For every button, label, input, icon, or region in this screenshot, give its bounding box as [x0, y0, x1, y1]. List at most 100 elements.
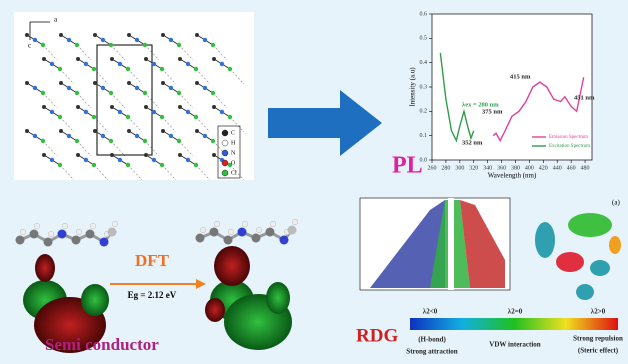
- atom: [210, 138, 216, 144]
- dft-title: DFT: [135, 251, 170, 270]
- atom: [75, 228, 82, 235]
- atom: [134, 133, 140, 139]
- atom: [59, 129, 63, 133]
- h-bond: [42, 140, 58, 157]
- atom: [265, 227, 275, 237]
- atom: [219, 109, 225, 115]
- atom: [42, 153, 46, 157]
- h-bond: [195, 68, 211, 85]
- x-tick-label: 380: [511, 165, 520, 171]
- atom: [29, 229, 39, 239]
- atom: [89, 222, 96, 229]
- atom: [195, 33, 199, 37]
- x-tick-label: 280: [441, 165, 450, 171]
- atom: [251, 233, 261, 243]
- legend-label: O: [231, 160, 236, 166]
- atom: [178, 105, 182, 109]
- dft-label: Semi conductor: [45, 335, 159, 354]
- atom: [71, 235, 81, 245]
- atom: [15, 235, 25, 245]
- atom: [176, 138, 182, 144]
- atom: [142, 42, 148, 48]
- rdg-gap: [448, 198, 454, 290]
- atom: [66, 37, 72, 43]
- y-tick-label: 0.6: [420, 11, 428, 17]
- annotation: 375 nm: [482, 108, 503, 115]
- h-bond: [212, 44, 228, 61]
- atom: [117, 157, 123, 163]
- atom: [193, 162, 199, 168]
- y-tick-label: 0.1: [420, 133, 428, 139]
- atom: [142, 90, 148, 96]
- atom: [42, 105, 46, 109]
- h-bond: [110, 92, 126, 109]
- rdg-title: RDG: [356, 325, 398, 346]
- atom: [49, 109, 55, 115]
- atom: [85, 229, 95, 239]
- atom: [168, 85, 174, 91]
- atom: [40, 138, 46, 144]
- atom: [210, 90, 216, 96]
- axis-c-label: c: [28, 42, 31, 50]
- pl-title: PL: [392, 153, 423, 179]
- atom: [100, 37, 106, 43]
- atom: [25, 33, 29, 37]
- atom: [49, 157, 55, 163]
- atom: [100, 133, 106, 139]
- h-bond: [76, 92, 92, 109]
- h-bond: [127, 116, 143, 133]
- atom: [185, 157, 191, 163]
- atom: [185, 61, 191, 67]
- atom: [227, 66, 233, 72]
- atom: [256, 226, 263, 233]
- atom: [74, 90, 80, 96]
- atom: [161, 33, 165, 37]
- atom: [142, 138, 148, 144]
- atom: [134, 85, 140, 91]
- nci-surface: [609, 236, 621, 254]
- h-bond: [127, 164, 143, 181]
- h-bond: [42, 44, 58, 61]
- annotation: 415 nm: [510, 73, 531, 80]
- x-tick-label: 260: [428, 165, 437, 171]
- scale-label: λ2=0: [508, 308, 523, 316]
- panel-label: (a): [612, 199, 620, 207]
- atom: [193, 114, 199, 120]
- h-bond: [93, 116, 109, 133]
- atom: [195, 81, 199, 85]
- atom: [34, 222, 41, 229]
- nci-surface: [535, 222, 555, 258]
- h-bond: [161, 164, 177, 181]
- atom: [144, 153, 148, 157]
- h-bond: [144, 140, 160, 157]
- atom: [117, 61, 123, 67]
- h-bond: [110, 140, 126, 157]
- atom: [159, 114, 165, 120]
- atom: [195, 233, 205, 243]
- atom: [43, 237, 53, 247]
- atom: [241, 220, 248, 227]
- x-tick-label: 320: [469, 165, 478, 171]
- atom: [93, 129, 97, 133]
- y-tick-label: 0.3: [420, 84, 428, 90]
- orbital-lobe: [214, 246, 250, 286]
- atom: [176, 42, 182, 48]
- h-bond: [178, 44, 194, 61]
- annotation: 352 nm: [462, 139, 483, 146]
- legend-atom: [221, 149, 229, 157]
- x-label: Wavelength (nm): [488, 172, 537, 180]
- h-bond: [59, 68, 75, 85]
- atom: [93, 33, 97, 37]
- h-bond: [59, 164, 75, 181]
- x-tick-label: 360: [497, 165, 506, 171]
- atom: [127, 33, 131, 37]
- atom: [161, 81, 165, 85]
- scale-note: (H-bond): [418, 336, 446, 344]
- h-bond: [229, 164, 245, 181]
- atom: [66, 85, 72, 91]
- atom: [212, 57, 216, 61]
- atom: [107, 227, 117, 237]
- atom: [287, 225, 297, 235]
- nci-surface: [576, 284, 594, 300]
